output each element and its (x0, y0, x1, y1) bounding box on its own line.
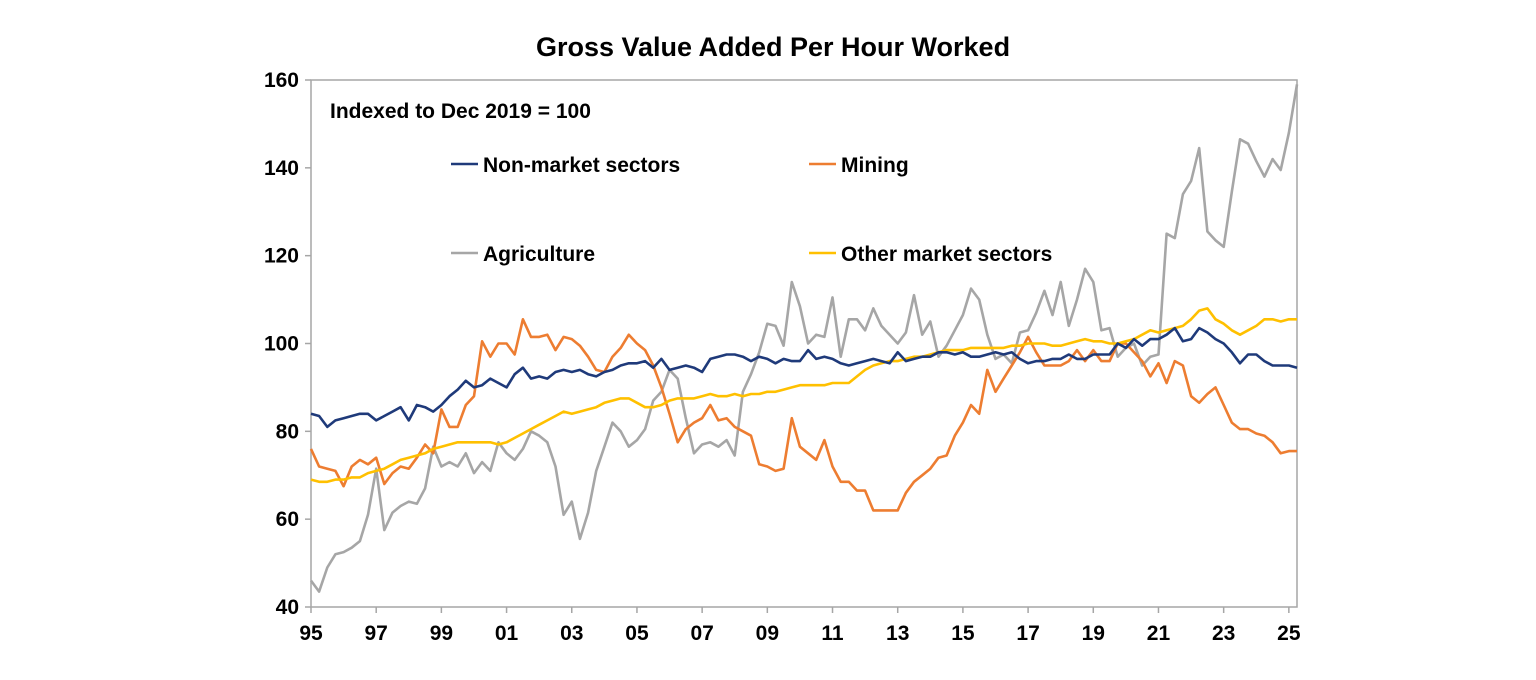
x-tick-label: 09 (756, 622, 779, 645)
x-tick-label: 23 (1212, 622, 1235, 645)
x-tick-label: 95 (299, 622, 323, 645)
x-tick-label: 19 (1082, 622, 1105, 645)
x-tick-label: 25 (1277, 622, 1301, 645)
x-tick-label: 11 (821, 622, 844, 645)
chart-subtitle: Indexed to Dec 2019 = 100 (330, 100, 591, 123)
legend-item-non-market-sectors: Non-market sectors (451, 154, 680, 177)
y-tick-label: 80 (276, 420, 299, 443)
legend-label: Agriculture (483, 243, 595, 266)
series-line-non-market-sectors (310, 326, 1298, 429)
x-tick-label: 99 (430, 622, 453, 645)
x-tick-label: 15 (951, 622, 975, 645)
legend-label: Non-market sectors (483, 154, 680, 177)
y-tick-label: 120 (264, 245, 299, 268)
y-tick-label: 160 (264, 69, 299, 92)
legend-item-agriculture: Agriculture (451, 243, 595, 266)
x-tick-label: 97 (365, 622, 388, 645)
x-tick-label: 05 (625, 622, 649, 645)
x-tick-label: 17 (1016, 622, 1039, 645)
y-tick-label: 40 (276, 596, 299, 619)
legend-item-other-market-sectors: Other market sectors (809, 243, 1052, 266)
x-tick-label: 07 (690, 622, 713, 645)
legend-label: Other market sectors (841, 243, 1052, 266)
chart-title: Gross Value Added Per Hour Worked (536, 32, 1010, 62)
y-tick-label: 60 (276, 508, 299, 531)
legend-label: Mining (841, 154, 909, 177)
series-line-agriculture (309, 84, 1299, 593)
x-tick-label: 01 (495, 622, 519, 645)
series-layer (309, 84, 1299, 593)
legend: Non-market sectors Mining Agriculture Other… (451, 154, 1052, 266)
y-tick-label: 100 (264, 333, 299, 356)
x-tick-label: 13 (886, 622, 909, 645)
plot-area (310, 79, 1298, 608)
x-tick-label: 21 (1147, 622, 1171, 645)
y-tick-label: 140 (264, 157, 299, 180)
axes-layer: 40 60 80 100 120 140 160 95 97 99 01 03 05 07 09 11 13 15… (264, 69, 1301, 645)
x-tick-label: 03 (560, 622, 583, 645)
legend-item-mining: Mining (809, 154, 909, 177)
